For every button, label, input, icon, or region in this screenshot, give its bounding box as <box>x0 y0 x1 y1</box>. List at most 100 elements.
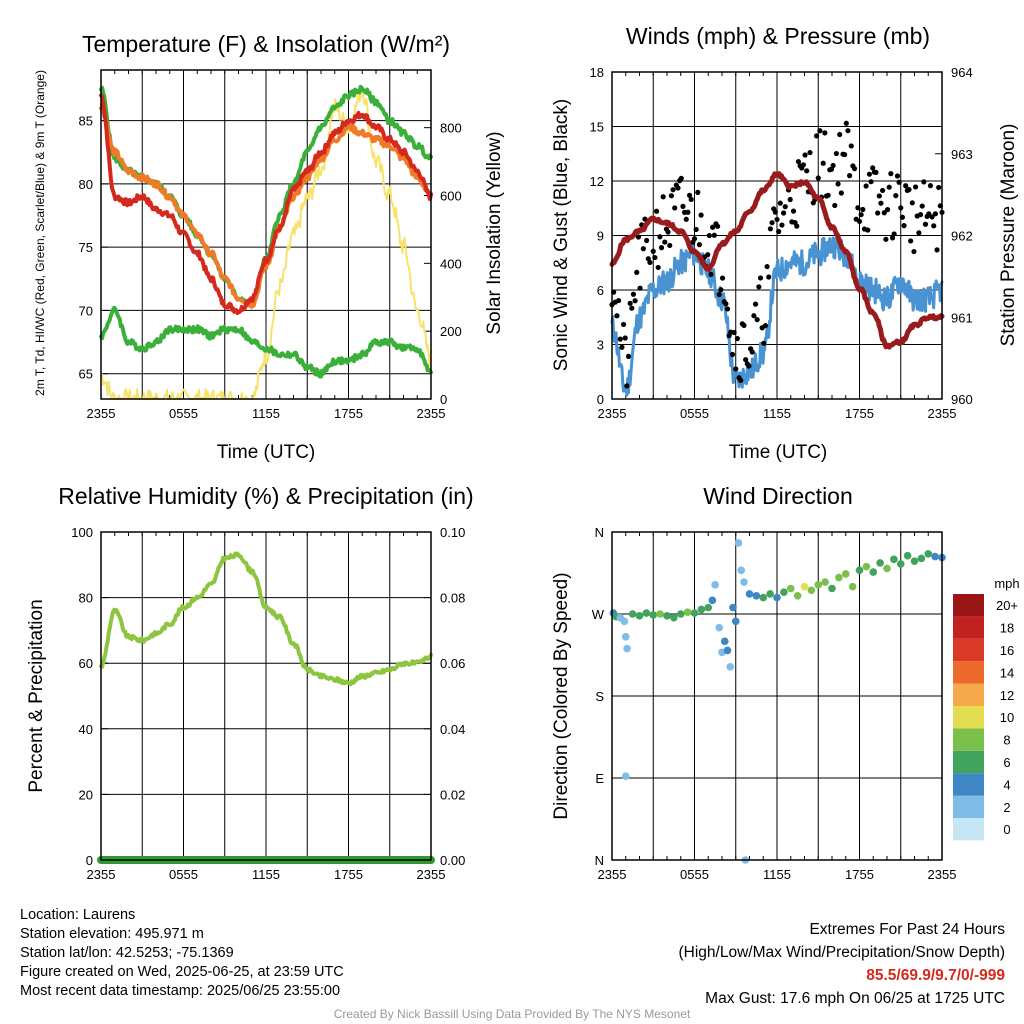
gust-point <box>624 383 630 389</box>
gust-point <box>804 168 810 174</box>
gust-point <box>814 133 820 139</box>
legend-label: 8 <box>1003 733 1010 748</box>
gust-point <box>706 232 712 239</box>
gust-point <box>614 313 620 319</box>
y-tick-label-right: 964 <box>951 65 973 80</box>
gust-point <box>901 223 907 229</box>
y-tick-label-right: 0 <box>440 392 447 407</box>
gust-point <box>710 224 716 230</box>
gust-point <box>842 151 848 158</box>
gust-point <box>929 214 935 220</box>
gust-point <box>761 340 767 346</box>
direction-point <box>731 617 740 626</box>
gust-point <box>662 239 668 245</box>
gust-point <box>913 184 919 190</box>
wind-direction-panel: Wind Direction Direction (Colored By Spe… <box>551 483 1020 882</box>
gust-point <box>754 317 760 323</box>
direction-point <box>740 578 748 586</box>
y-tick-label: 80 <box>79 177 93 192</box>
gust-point <box>888 171 894 177</box>
gust-point <box>800 162 807 168</box>
gust-point <box>855 205 861 211</box>
y-tick-label: 9 <box>597 229 604 244</box>
direction-point <box>670 613 678 622</box>
direction-point <box>635 612 644 620</box>
direction-point <box>773 593 781 602</box>
gust-point <box>665 229 671 235</box>
x-tick-label: 2355 <box>928 867 957 882</box>
gust-point <box>911 248 917 255</box>
direction-point <box>910 557 919 565</box>
x-tick-label: 2355 <box>598 867 627 882</box>
gust-point <box>909 200 915 206</box>
plot-frame <box>100 531 432 861</box>
gust-point <box>903 183 909 189</box>
direction-point <box>620 617 629 626</box>
x-tick-label: 2355 <box>87 406 116 421</box>
gust-point <box>807 149 813 156</box>
direction-point <box>828 584 836 593</box>
gust-point <box>898 205 904 211</box>
gust-point <box>883 236 889 242</box>
gust-point <box>847 173 853 179</box>
gust-point <box>917 211 924 218</box>
gust-point <box>766 274 772 280</box>
direction-point <box>683 608 692 616</box>
direction-point <box>628 610 637 618</box>
y-tick-label: 40 <box>79 722 93 737</box>
gust-point <box>926 211 932 217</box>
gust-point <box>787 196 793 203</box>
gust-point <box>919 203 925 209</box>
gust-point <box>767 226 774 232</box>
extremes-title: Extremes For Past 24 Hours <box>809 921 1005 938</box>
direction-point <box>848 582 857 591</box>
direction-point <box>656 610 664 618</box>
gust-point <box>830 162 836 169</box>
gust-point <box>667 242 673 249</box>
direction-point <box>726 663 735 671</box>
humidity-title: Relative Humidity (%) & Precipitation (i… <box>58 483 473 509</box>
gust-point <box>822 130 828 136</box>
gust-point <box>632 298 638 304</box>
plot-frame <box>611 71 943 400</box>
extremes-box: Extremes For Past 24 Hours (High/Low/Max… <box>679 918 1006 1010</box>
gust-point <box>620 321 627 328</box>
y-tick-label: N <box>595 525 604 540</box>
gust-point <box>627 300 633 306</box>
insolation-ylabel: Solar Insolation (Yellow) <box>484 131 505 334</box>
x-tick-label: 1755 <box>845 867 874 882</box>
legend-swatch <box>953 661 984 684</box>
y-tick-label: 85 <box>79 114 93 129</box>
gust-point <box>931 223 937 229</box>
gust-point <box>708 271 714 277</box>
temp-line <box>99 93 433 316</box>
gust-point <box>817 128 823 134</box>
gust-point <box>678 175 684 181</box>
gust-point <box>686 192 693 198</box>
x-tick-label: 2355 <box>598 406 627 421</box>
y-tick-label-right: 962 <box>951 229 973 244</box>
direction-point <box>723 646 732 655</box>
y-tick-label-right: 0.10 <box>440 525 465 540</box>
direction-point <box>883 564 891 573</box>
direction-point <box>649 611 658 619</box>
gust-point <box>875 210 881 216</box>
gust-point <box>908 238 914 244</box>
gust-point <box>658 245 665 251</box>
wind-line <box>610 236 944 397</box>
gust-point <box>685 209 691 215</box>
temperature-ylabel: 2m T, Td, HI/WC (Red, Green, Scarlet/Blu… <box>33 70 47 396</box>
direction-point <box>642 609 651 617</box>
gust-point <box>865 227 871 233</box>
legend-label: 16 <box>1000 643 1014 658</box>
y-tick-label: N <box>595 853 604 868</box>
nine_m-line <box>99 105 433 309</box>
plot-frame <box>100 69 432 400</box>
direction-point <box>676 610 685 618</box>
gust-point <box>880 187 886 194</box>
direction-point <box>786 584 795 593</box>
gust-point <box>668 193 675 199</box>
gust-point <box>932 211 939 217</box>
y-tick-label: 100 <box>71 525 93 540</box>
gust-point <box>876 193 882 199</box>
